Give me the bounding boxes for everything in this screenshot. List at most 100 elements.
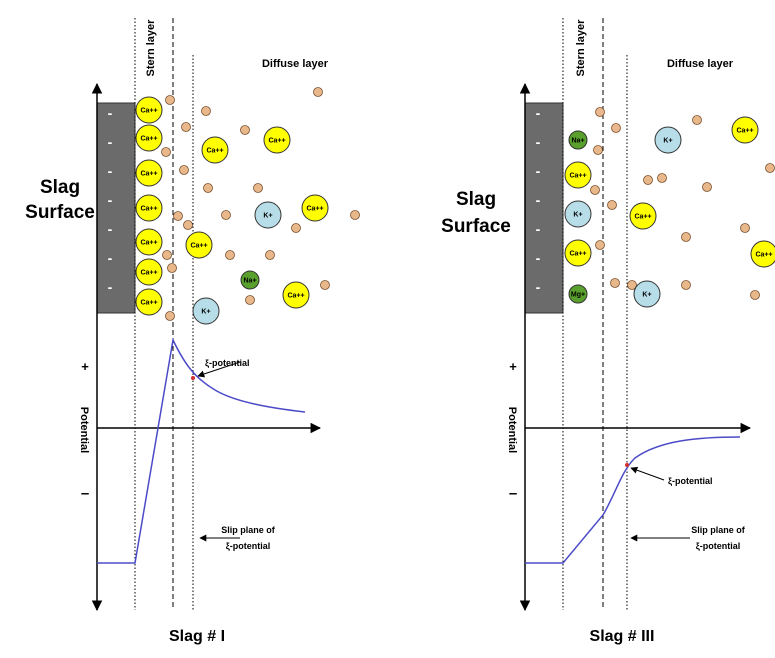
ion	[750, 240, 775, 268]
ion-label: Ca++	[755, 252, 772, 259]
diffuse-label: Diffuse layer	[667, 58, 734, 70]
caption: Slag # I	[169, 628, 225, 645]
ion	[568, 130, 588, 150]
ion-label: Ca++	[268, 138, 285, 145]
ion-label: K+	[642, 292, 651, 299]
ion	[135, 258, 163, 286]
stern-label: Stern layer	[575, 19, 587, 77]
surface-charge: -	[536, 192, 541, 208]
slip-label: Slip plane of	[221, 525, 276, 535]
ion-label: Ca++	[287, 293, 304, 300]
counter-ion	[657, 173, 667, 183]
ion-label: Ca++	[190, 243, 207, 250]
counter-ion	[165, 311, 175, 321]
ion-label: Na+	[571, 138, 584, 145]
surface-charge: -	[536, 250, 541, 266]
ion	[135, 288, 163, 316]
counter-ion	[167, 263, 177, 273]
axis-label: Potential	[506, 407, 518, 453]
counter-ion	[225, 250, 235, 260]
ion-label: Ca++	[140, 300, 157, 307]
counter-ion	[183, 220, 193, 230]
axis-label: Potential	[78, 407, 90, 453]
panel: - - - - - - - Ca++ Ca++ Ca++ Ca++ Ca++ Ca++ Ca++ Ca++ C…	[25, 18, 360, 645]
minus-sign: –	[509, 485, 517, 502]
counter-ion	[181, 122, 191, 132]
surface-label: Slag	[40, 177, 80, 198]
minus-sign: –	[81, 485, 89, 502]
counter-ion	[740, 223, 750, 233]
counter-ion	[265, 250, 275, 260]
ion	[568, 284, 588, 304]
counter-ion	[245, 295, 255, 305]
ion-label: Ca++	[306, 206, 323, 213]
surface-charge: -	[536, 163, 541, 179]
ion-label: K+	[263, 213, 272, 220]
counter-ion	[161, 147, 171, 157]
counter-ion	[320, 280, 330, 290]
surface-charge: -	[536, 105, 541, 121]
surface-charge: -	[108, 134, 113, 150]
counter-ion	[627, 280, 637, 290]
surface-charge: -	[108, 221, 113, 237]
panel: - - - - - - - Na+ Ca++ K+ Ca++ Mg+ K+ Ca++ Ca++ Ca++ K+ S…	[441, 18, 775, 645]
counter-ion	[165, 95, 175, 105]
ion	[564, 200, 592, 228]
ion-label: Ca++	[569, 173, 586, 180]
ion-label: Ca++	[140, 171, 157, 178]
ion-label: Na+	[243, 278, 256, 285]
ion-label: Ca++	[634, 214, 651, 221]
zeta-point	[625, 463, 629, 467]
counter-ion	[291, 223, 301, 233]
surface-charge: -	[108, 163, 113, 179]
ion	[135, 159, 163, 187]
slag-surface	[96, 102, 136, 314]
zeta-label: ξ-potential	[668, 476, 713, 486]
counter-ion	[203, 183, 213, 193]
surface-label: Surface	[441, 216, 511, 237]
ion	[301, 194, 329, 222]
ion-label: Ca++	[569, 251, 586, 258]
counter-ion	[607, 200, 617, 210]
ion	[201, 136, 229, 164]
zeta-label: ξ-potential	[205, 358, 250, 368]
ion	[564, 161, 592, 189]
ion-label: Mg+	[571, 292, 585, 299]
plus-sign: +	[81, 359, 89, 374]
ion	[240, 270, 260, 290]
ion	[731, 116, 759, 144]
zeta-arrow	[630, 466, 665, 481]
counter-ion	[173, 211, 183, 221]
counter-ion	[590, 185, 600, 195]
ion	[633, 280, 661, 308]
ion-label: K+	[201, 309, 210, 316]
counter-ion	[162, 250, 172, 260]
potential-curve	[525, 436, 741, 564]
counter-ion	[221, 210, 231, 220]
ion-label: Ca++	[140, 108, 157, 115]
ion	[564, 239, 592, 267]
zeta-point	[191, 376, 195, 380]
counter-ion	[611, 123, 621, 133]
counter-ion	[179, 165, 189, 175]
surface-label: Slag	[456, 189, 496, 210]
ion-label: K+	[663, 138, 672, 145]
ion-label: K+	[573, 212, 582, 219]
counter-ion	[593, 145, 603, 155]
surface-charge: -	[536, 221, 541, 237]
ion-label: Ca++	[140, 270, 157, 277]
ion-label: Ca++	[140, 206, 157, 213]
ion	[263, 126, 291, 154]
ion	[654, 126, 682, 154]
surface-charge: -	[536, 279, 541, 295]
caption: Slag # III	[590, 628, 655, 645]
counter-ion	[201, 106, 211, 116]
counter-ion	[681, 232, 691, 242]
plus-sign: +	[509, 359, 517, 374]
surface-charge: -	[108, 105, 113, 121]
slag-surface	[524, 102, 564, 314]
counter-ion	[692, 115, 702, 125]
counter-ion	[681, 280, 691, 290]
ion-label: Ca++	[140, 240, 157, 247]
